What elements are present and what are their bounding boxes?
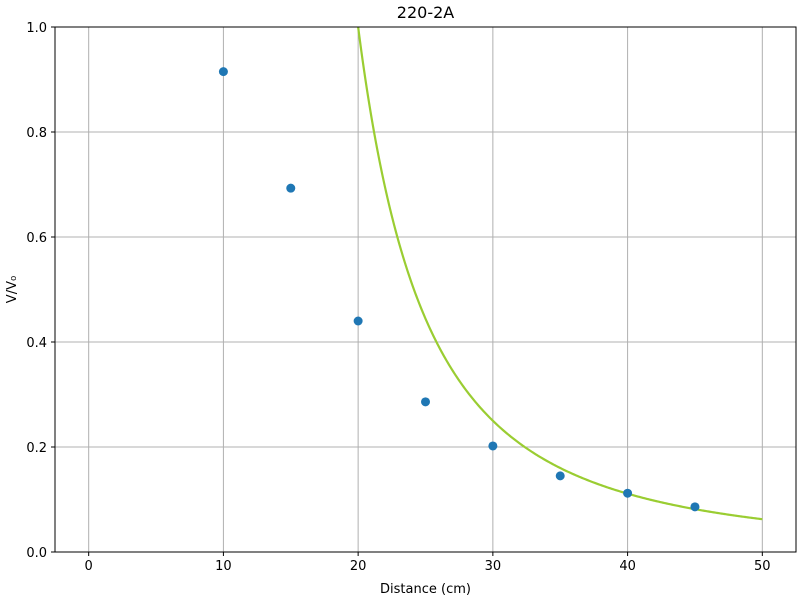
data-point: [623, 488, 633, 498]
y-axis-label: V/V₀: [5, 276, 20, 303]
x-tick-label: 30: [485, 559, 502, 574]
y-tick-label: 0.2: [26, 441, 47, 456]
y-tick-label: 0.8: [26, 126, 47, 141]
data-point: [218, 67, 228, 77]
x-tick-label: 20: [350, 559, 367, 574]
fit-curve: [357, 27, 763, 521]
y-tick-label: 0.0: [26, 546, 47, 561]
y-tick-label: 0.6: [26, 231, 47, 246]
data-points: [218, 67, 700, 512]
data-point: [690, 502, 700, 512]
x-tick-label: 40: [619, 559, 636, 574]
y-tick-label: 1.0: [26, 21, 47, 36]
y-tick-label: 0.4: [26, 336, 47, 351]
data-point: [421, 397, 430, 407]
x-tick-label: 10: [215, 559, 232, 574]
data-point: [286, 183, 296, 193]
axis-ticks: 0 10 20 30 40 50 0.0 0.2 0.4 0.6 0.8 1.0: [26, 21, 770, 574]
plot-frame: [54, 26, 797, 553]
data-point: [555, 471, 565, 481]
x-tick-label: 50: [754, 559, 771, 574]
x-axis-label: Distance (cm): [380, 582, 471, 597]
fit-curve-layer: [357, 27, 763, 521]
chart-title: 220-2A: [397, 3, 454, 22]
data-point: [353, 316, 363, 326]
data-point: [488, 441, 498, 451]
x-tick-label: 0: [85, 559, 93, 574]
